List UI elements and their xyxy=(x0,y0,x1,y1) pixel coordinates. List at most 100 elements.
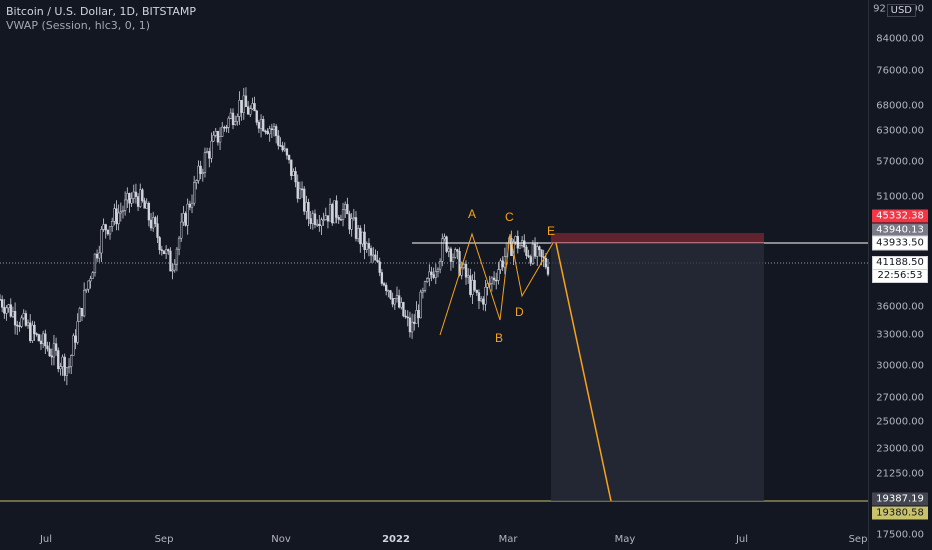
candle-body xyxy=(229,112,233,119)
candle-body xyxy=(367,243,371,249)
candle-body xyxy=(244,95,248,108)
candle-body xyxy=(216,131,220,143)
candle-body xyxy=(85,288,88,291)
symbol-title[interactable]: Bitcoin / U.S. Dollar, 1D, BITSTAMP xyxy=(6,5,196,18)
time-tick: May xyxy=(614,534,636,545)
candle-body xyxy=(344,204,347,210)
price-tick: 57000.00 xyxy=(876,156,924,168)
candle-body xyxy=(236,116,239,122)
candle-body xyxy=(93,253,97,274)
price-tick: 51000.00 xyxy=(876,191,924,203)
candle-body xyxy=(451,256,455,262)
candle-body xyxy=(449,248,453,262)
candle-body xyxy=(164,249,168,254)
candle-body xyxy=(26,322,30,326)
candle-body xyxy=(484,286,487,305)
candle-body xyxy=(117,212,120,225)
candle-body xyxy=(44,333,47,347)
indicator-legend[interactable]: VWAP (Session, hlc3, 0, 1) xyxy=(6,19,151,32)
candle-body xyxy=(337,217,340,220)
candle-body xyxy=(499,260,502,270)
candle-body xyxy=(249,108,252,115)
candle-body xyxy=(20,317,23,327)
candle-body xyxy=(518,245,522,249)
candle-body xyxy=(262,118,265,132)
candle-body xyxy=(190,202,194,208)
candle-body xyxy=(130,198,133,204)
candle-body xyxy=(527,255,530,257)
candle-body xyxy=(525,246,528,256)
candle-body xyxy=(346,204,349,215)
candle-body xyxy=(136,196,140,207)
candle-body xyxy=(106,229,110,235)
pattern-label-a: A xyxy=(468,207,476,221)
candle-body xyxy=(320,219,323,227)
candle-body xyxy=(432,274,435,278)
candle-body xyxy=(473,280,476,291)
candle-body xyxy=(173,263,176,271)
price-tick: 76000.00 xyxy=(876,65,924,77)
candle-body xyxy=(35,333,38,335)
candle-body xyxy=(445,236,448,252)
candle-body xyxy=(540,249,543,257)
candle-body xyxy=(145,202,148,209)
time-tick: Jul xyxy=(735,534,749,545)
currency-button[interactable]: USD xyxy=(886,4,916,17)
price-tick: 30000.00 xyxy=(876,360,924,372)
candle-body xyxy=(41,333,45,345)
candle-body xyxy=(7,304,10,309)
entry-price-label: 43940.13 xyxy=(872,223,928,237)
candle-body xyxy=(354,217,358,239)
stop-price-label: 45332.38 xyxy=(872,209,928,223)
candle-body xyxy=(492,277,496,281)
candle-body xyxy=(300,188,304,191)
candle-body xyxy=(372,254,375,257)
candle-body xyxy=(132,191,135,199)
candle-body xyxy=(281,145,284,151)
candle-body xyxy=(311,213,314,224)
candle-body xyxy=(428,271,431,279)
price-tick: 33000.00 xyxy=(876,329,924,341)
candle-body xyxy=(48,348,51,357)
candle-body xyxy=(11,311,15,317)
candle-body xyxy=(536,246,539,257)
candle-body xyxy=(385,284,388,291)
hline-price-label: 43933.50 xyxy=(872,235,928,251)
candle-body xyxy=(171,269,174,272)
candle-body xyxy=(369,248,373,256)
candle-body xyxy=(113,208,116,222)
candle-body xyxy=(160,249,163,251)
candle-body xyxy=(285,148,289,156)
candle-body xyxy=(296,181,299,199)
candle-body xyxy=(65,367,69,376)
countdown-label: 22:56:53 xyxy=(872,269,928,283)
candle-body xyxy=(400,302,403,308)
candle-body xyxy=(210,140,213,159)
candlestick-series xyxy=(0,87,550,386)
candle-body xyxy=(406,316,409,319)
candle-body xyxy=(238,100,241,117)
candle-body xyxy=(352,217,355,219)
candle-body xyxy=(408,317,412,333)
price-tick: 84000.00 xyxy=(876,33,924,45)
candle-body xyxy=(24,313,28,326)
candle-body xyxy=(259,118,263,129)
candle-body xyxy=(464,263,468,278)
candle-body xyxy=(46,345,49,350)
candle-body xyxy=(538,246,541,251)
candle-body xyxy=(0,299,2,301)
price-axis-separator xyxy=(868,0,869,550)
candle-body xyxy=(290,159,293,176)
candle-body xyxy=(100,229,103,254)
candle-body xyxy=(272,126,276,130)
candle-body xyxy=(395,295,399,300)
candle-body xyxy=(72,335,75,356)
candle-body xyxy=(303,188,306,212)
candle-body xyxy=(208,151,211,159)
candle-body xyxy=(339,219,343,221)
candle-body xyxy=(374,254,377,261)
target-price-label-yellow: 19380.58 xyxy=(872,506,928,520)
candle-body xyxy=(376,259,379,263)
candle-body xyxy=(331,204,334,224)
